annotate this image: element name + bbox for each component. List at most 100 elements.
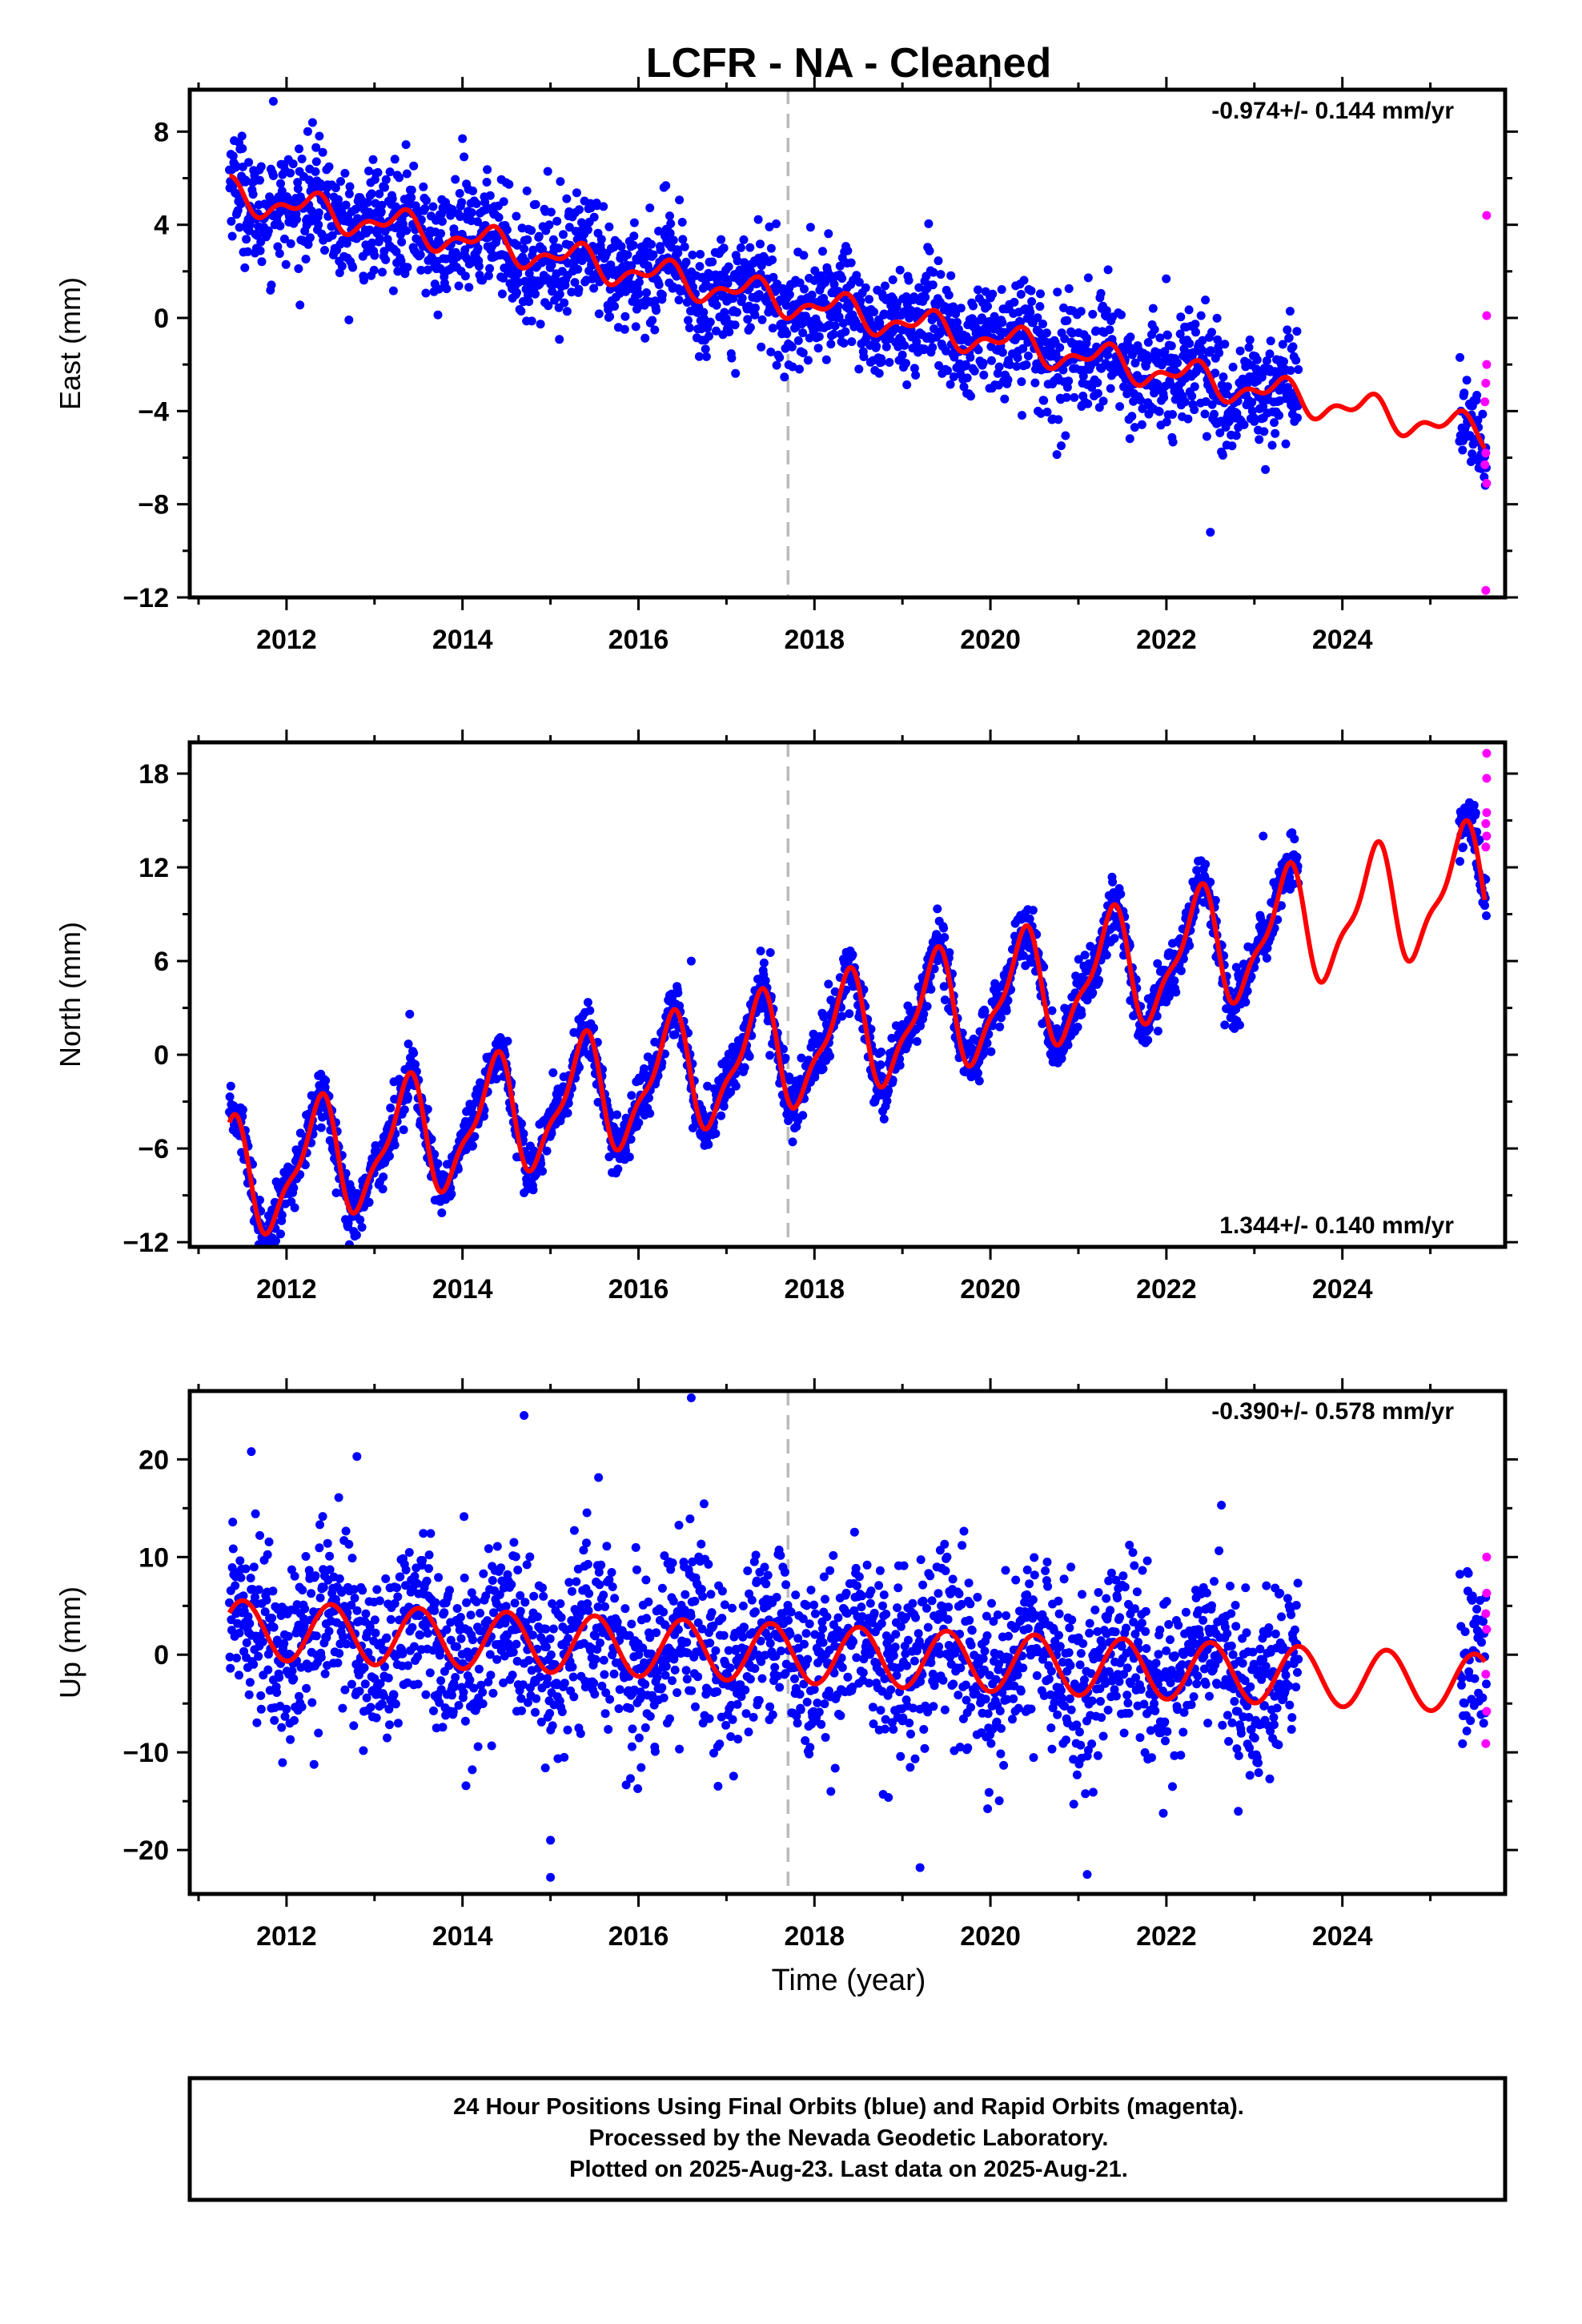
final-point (484, 271, 493, 280)
y-tick-label: −4 (138, 396, 169, 427)
final-point (1110, 934, 1119, 943)
rapid-point (1482, 808, 1492, 818)
final-point (841, 327, 850, 336)
final-point (365, 225, 375, 235)
rapid-point (1481, 448, 1491, 458)
final-point (331, 1188, 341, 1197)
final-point (225, 1092, 235, 1102)
final-point (772, 219, 781, 228)
final-point (781, 300, 791, 310)
final-point (546, 207, 556, 217)
final-point (1183, 414, 1193, 424)
final-point (885, 358, 894, 367)
final-point (472, 199, 481, 208)
final-point (307, 1698, 317, 1707)
final-point (286, 1735, 295, 1744)
final-point (766, 243, 776, 253)
final-point (856, 296, 865, 305)
final-orbit-points (225, 97, 1491, 537)
final-point (1255, 435, 1264, 444)
final-orbit-points (225, 798, 1491, 1247)
final-point (577, 256, 587, 265)
x-tick-label: 2018 (784, 625, 845, 655)
final-point (782, 329, 792, 339)
final-point (335, 1574, 344, 1583)
x-tick-label: 2020 (960, 625, 1021, 655)
final-point (1472, 391, 1482, 400)
final-point (881, 281, 889, 291)
final-point (411, 1059, 420, 1069)
final-point (1218, 451, 1227, 460)
final-point (401, 140, 411, 150)
final-point (254, 1585, 263, 1594)
final-point (277, 1723, 287, 1732)
final-point (876, 1060, 885, 1070)
final-point (235, 1628, 244, 1638)
final-point (606, 260, 616, 270)
final-point (1241, 997, 1251, 1007)
final-point (1469, 801, 1479, 810)
final-point (1075, 340, 1084, 349)
final-point (276, 179, 285, 188)
final-point (485, 191, 495, 200)
final-point (1460, 388, 1469, 398)
final-point (939, 923, 949, 933)
final-point (416, 265, 426, 275)
final-point (460, 152, 469, 162)
final-point (290, 1715, 299, 1725)
final-point (766, 348, 776, 356)
final-point (845, 1009, 854, 1019)
final-point (756, 947, 765, 955)
final-point (1166, 380, 1175, 389)
final-point (556, 177, 565, 187)
final-point (1250, 416, 1259, 426)
y-tick-label: −12 (122, 583, 169, 613)
final-point (1070, 392, 1079, 402)
final-point (377, 200, 387, 210)
final-point (1290, 834, 1299, 844)
final-point (1211, 368, 1220, 378)
final-point (399, 1125, 408, 1135)
final-point (909, 364, 919, 373)
final-point (316, 1123, 326, 1132)
final-point (645, 203, 655, 213)
final-point (555, 289, 564, 299)
final-point (869, 308, 879, 317)
final-point (363, 198, 372, 207)
final-point (877, 357, 886, 367)
final-point (1017, 377, 1026, 387)
final-point (974, 1076, 984, 1086)
final-point (455, 189, 464, 198)
final-point (1284, 333, 1294, 343)
rapid-point (1482, 360, 1492, 369)
final-point (727, 353, 737, 363)
final-point (1166, 341, 1176, 351)
final-point (289, 1183, 299, 1192)
final-point (485, 263, 495, 273)
final-point (919, 344, 929, 354)
final-point (423, 1104, 432, 1114)
final-point (731, 1081, 741, 1091)
final-point (236, 1573, 246, 1582)
final-point (1012, 362, 1022, 371)
final-point (1153, 380, 1162, 389)
final-point (1033, 313, 1042, 323)
final-point-outlier (686, 956, 696, 966)
final-point (1462, 376, 1472, 385)
final-point (293, 184, 303, 194)
final-point (1155, 333, 1165, 343)
final-point (926, 984, 936, 994)
final-point (245, 220, 255, 230)
final-point (264, 1537, 274, 1546)
final-point (795, 364, 804, 374)
final-point (318, 147, 327, 157)
final-point (620, 324, 629, 334)
final-point (616, 242, 626, 251)
final-point (753, 215, 763, 224)
final-point (548, 1068, 558, 1077)
final-point (1285, 307, 1295, 316)
final-point (613, 1164, 623, 1174)
final-point (1244, 343, 1254, 352)
final-point (235, 1556, 245, 1566)
final-point (719, 243, 729, 253)
